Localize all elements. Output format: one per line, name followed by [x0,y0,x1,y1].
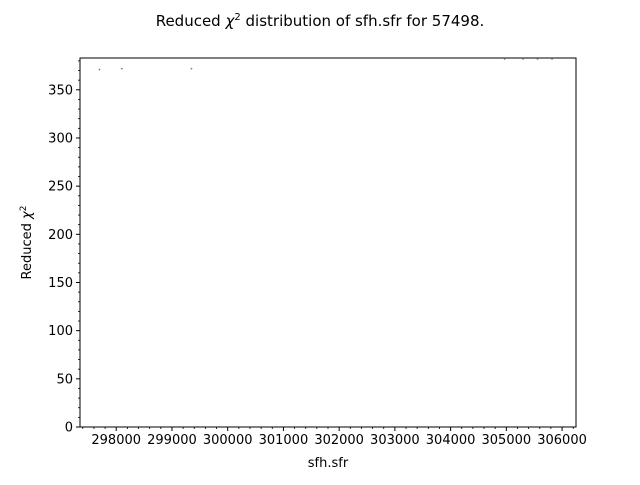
data-point [98,68,101,71]
x-tick-label: 298000 [91,433,141,448]
y-tick-label: 250 [48,180,73,195]
x-tick-label: 301000 [259,433,309,448]
y-tick-label: 300 [48,131,73,146]
data-point [120,67,123,70]
x-axis: 298000 299000 300000 301000 302000 303000 3040… [82,427,587,448]
y-tick-label: 50 [56,372,73,387]
data-point [551,58,553,60]
x-tick-label: 302000 [314,433,364,448]
y-tick-label: 100 [48,324,73,339]
x-tick-label: 304000 [426,433,476,448]
data-point [536,58,539,60]
data-point [503,58,506,60]
x-tick-label: 300000 [203,433,253,448]
y-axis-label: Reduced χ2 [19,206,35,280]
plot-frame [79,57,577,428]
chart-title: Reduced χ2 distribution of sfh.sfr for 5… [156,12,485,30]
x-tick-label: 306000 [537,433,587,448]
x-tick-label: 303000 [370,433,420,448]
x-tick-label: 299000 [147,433,197,448]
x-tick-label: 305000 [482,433,532,448]
y-tick-label: 200 [48,228,73,243]
y-tick-label: 150 [48,276,73,291]
y-tick-label: 350 [48,83,73,98]
y-axis: 0 50 100 150 200 250 300 350 [48,60,80,436]
y-tick-label: 0 [65,421,73,436]
data-points [98,58,553,71]
x-axis-label: sfh.sfr [308,456,349,471]
data-point [522,58,524,60]
data-point [190,67,193,70]
